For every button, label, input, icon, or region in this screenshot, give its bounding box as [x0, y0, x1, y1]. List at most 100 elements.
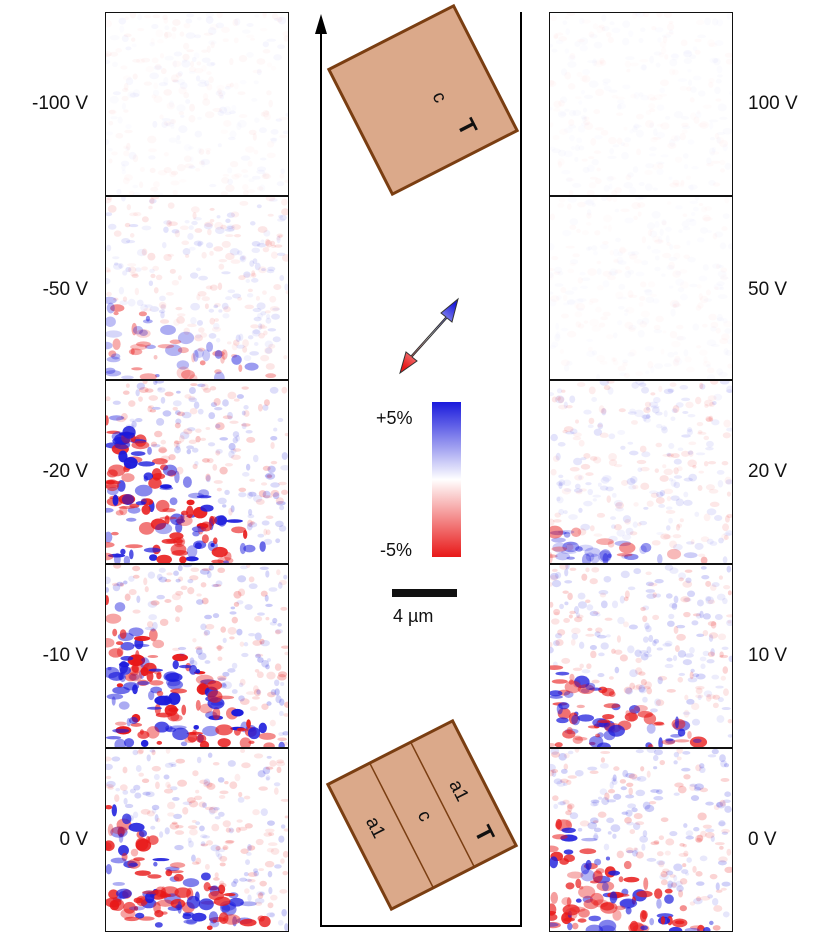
- microscopy-panel-right-2: [549, 196, 733, 380]
- speckle: [265, 570, 270, 578]
- speckle: [106, 367, 116, 374]
- speckle: [190, 383, 198, 387]
- speckle: [131, 659, 143, 666]
- speckle: [159, 893, 172, 898]
- speckle: [662, 464, 667, 469]
- speckle: [577, 827, 583, 832]
- speckle: [233, 601, 240, 607]
- speckle: [267, 213, 274, 217]
- speckle: [248, 632, 256, 637]
- speckle: [267, 870, 273, 878]
- speckle: [710, 584, 717, 591]
- speckle: [709, 873, 718, 880]
- speckle: [151, 458, 168, 465]
- speckle: [595, 612, 601, 617]
- speckle: [697, 431, 707, 435]
- speckle: [165, 749, 171, 754]
- speckle: [251, 272, 257, 278]
- speckle: [695, 694, 704, 699]
- speckle: [622, 515, 632, 523]
- voltage-label-left-5: 0 V: [59, 829, 88, 850]
- speckle: [259, 880, 267, 887]
- speckle: [106, 763, 113, 771]
- speckle: [689, 784, 697, 791]
- speckle: [150, 444, 161, 448]
- speckle: [684, 694, 689, 701]
- speckle: [236, 600, 244, 605]
- speckle: [277, 218, 286, 222]
- speckle: [276, 500, 286, 506]
- speckle: [271, 313, 280, 320]
- speckle: [134, 287, 140, 296]
- speckle: [705, 828, 715, 833]
- speckle: [224, 780, 229, 785]
- speckle: [153, 354, 158, 360]
- speckle: [694, 542, 704, 550]
- speckle: [619, 654, 628, 662]
- speckle: [247, 844, 252, 852]
- speckle: [196, 593, 202, 597]
- speckle: [218, 794, 226, 799]
- speckle: [231, 616, 238, 624]
- speckle: [173, 439, 179, 448]
- speckle: [550, 574, 559, 581]
- speckle: [660, 817, 669, 823]
- speckle: [577, 544, 594, 552]
- speckle: [125, 267, 132, 273]
- speckle: [188, 397, 197, 403]
- speckle: [707, 621, 717, 627]
- speckle: [106, 244, 112, 252]
- speckle: [114, 602, 126, 612]
- speckle: [175, 306, 183, 311]
- speckle: [687, 730, 692, 739]
- speckle: [141, 248, 148, 256]
- speckle: [234, 773, 241, 782]
- speckle: [703, 461, 709, 467]
- speckle: [662, 643, 672, 647]
- speckle: [119, 505, 128, 516]
- speckle: [263, 330, 268, 336]
- speckle: [144, 304, 153, 308]
- speckle: [203, 629, 211, 636]
- speckle: [577, 601, 587, 609]
- speckle: [261, 703, 269, 711]
- speckle: [221, 349, 228, 360]
- speckle: [277, 417, 284, 423]
- speckle: [253, 688, 262, 697]
- speckle: [602, 713, 615, 720]
- speckle: [282, 850, 288, 858]
- speckle: [270, 847, 280, 855]
- speckle: [596, 634, 607, 639]
- speckle: [147, 835, 159, 845]
- speckle: [625, 794, 635, 799]
- speckle: [607, 540, 615, 548]
- speckle: [208, 333, 217, 339]
- speckle: [230, 505, 235, 513]
- speckle: [581, 573, 588, 581]
- speckle: [620, 786, 627, 791]
- speckle: [258, 332, 265, 339]
- speckle: [558, 702, 570, 710]
- speckle: [619, 898, 638, 909]
- speckle: [562, 541, 580, 553]
- speckle: [148, 405, 154, 409]
- speckle: [649, 490, 659, 495]
- speckle: [128, 627, 144, 637]
- speckle: [683, 477, 693, 482]
- speckle: [705, 580, 712, 587]
- speckle: [629, 705, 641, 714]
- speckle: [196, 756, 202, 764]
- speckle: [281, 386, 288, 394]
- speckle: [246, 436, 256, 443]
- voltage-label-left-3: -20 V: [42, 461, 88, 482]
- speckle: [199, 568, 210, 575]
- speckle: [270, 442, 275, 449]
- speckle: [113, 311, 119, 316]
- speckle: [568, 679, 575, 685]
- speckle: [631, 381, 640, 389]
- speckle: [606, 817, 615, 824]
- speckle: [709, 401, 715, 407]
- speckle: [163, 89, 173, 96]
- speckle: [614, 507, 624, 512]
- speckle: [146, 706, 162, 710]
